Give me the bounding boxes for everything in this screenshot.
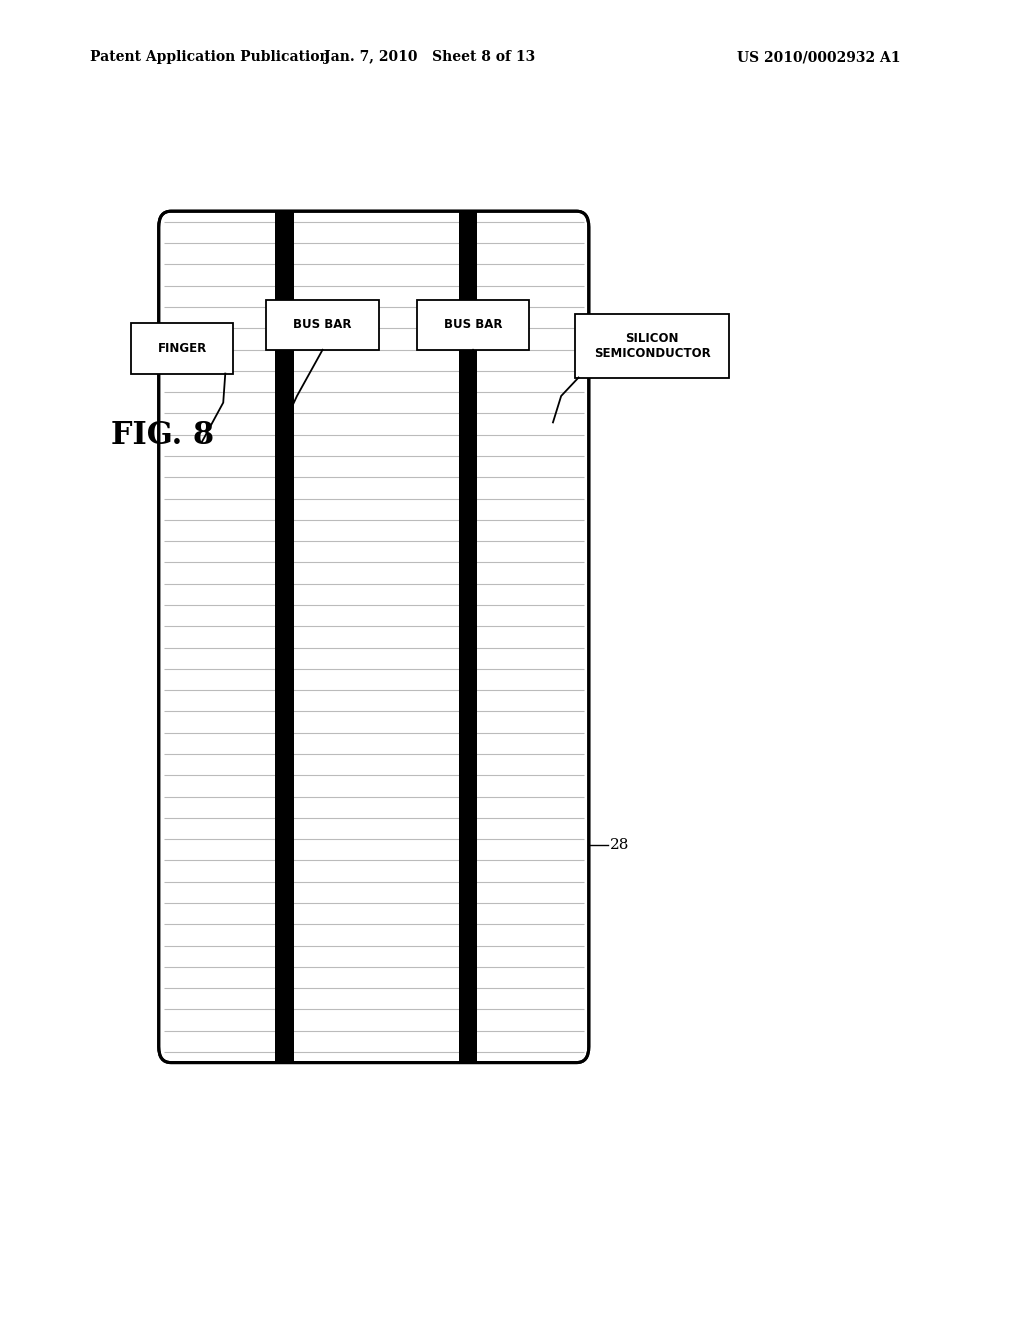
FancyBboxPatch shape bbox=[417, 300, 529, 350]
FancyBboxPatch shape bbox=[575, 314, 729, 378]
Text: 28: 28 bbox=[610, 838, 630, 851]
FancyBboxPatch shape bbox=[159, 211, 589, 1063]
Text: Patent Application Publication: Patent Application Publication bbox=[90, 50, 330, 65]
Text: US 2010/0002932 A1: US 2010/0002932 A1 bbox=[737, 50, 901, 65]
Text: FINGER: FINGER bbox=[158, 342, 207, 355]
Text: BUS BAR: BUS BAR bbox=[293, 318, 352, 331]
Bar bbox=[275, 211, 294, 1063]
Text: BUS BAR: BUS BAR bbox=[443, 318, 503, 331]
FancyBboxPatch shape bbox=[131, 323, 233, 374]
Bar bbox=[459, 211, 477, 1063]
Text: SILICON
SEMICONDUCTOR: SILICON SEMICONDUCTOR bbox=[594, 331, 711, 360]
FancyBboxPatch shape bbox=[266, 300, 379, 350]
Text: Jan. 7, 2010   Sheet 8 of 13: Jan. 7, 2010 Sheet 8 of 13 bbox=[325, 50, 536, 65]
Text: FIG. 8: FIG. 8 bbox=[111, 421, 214, 451]
